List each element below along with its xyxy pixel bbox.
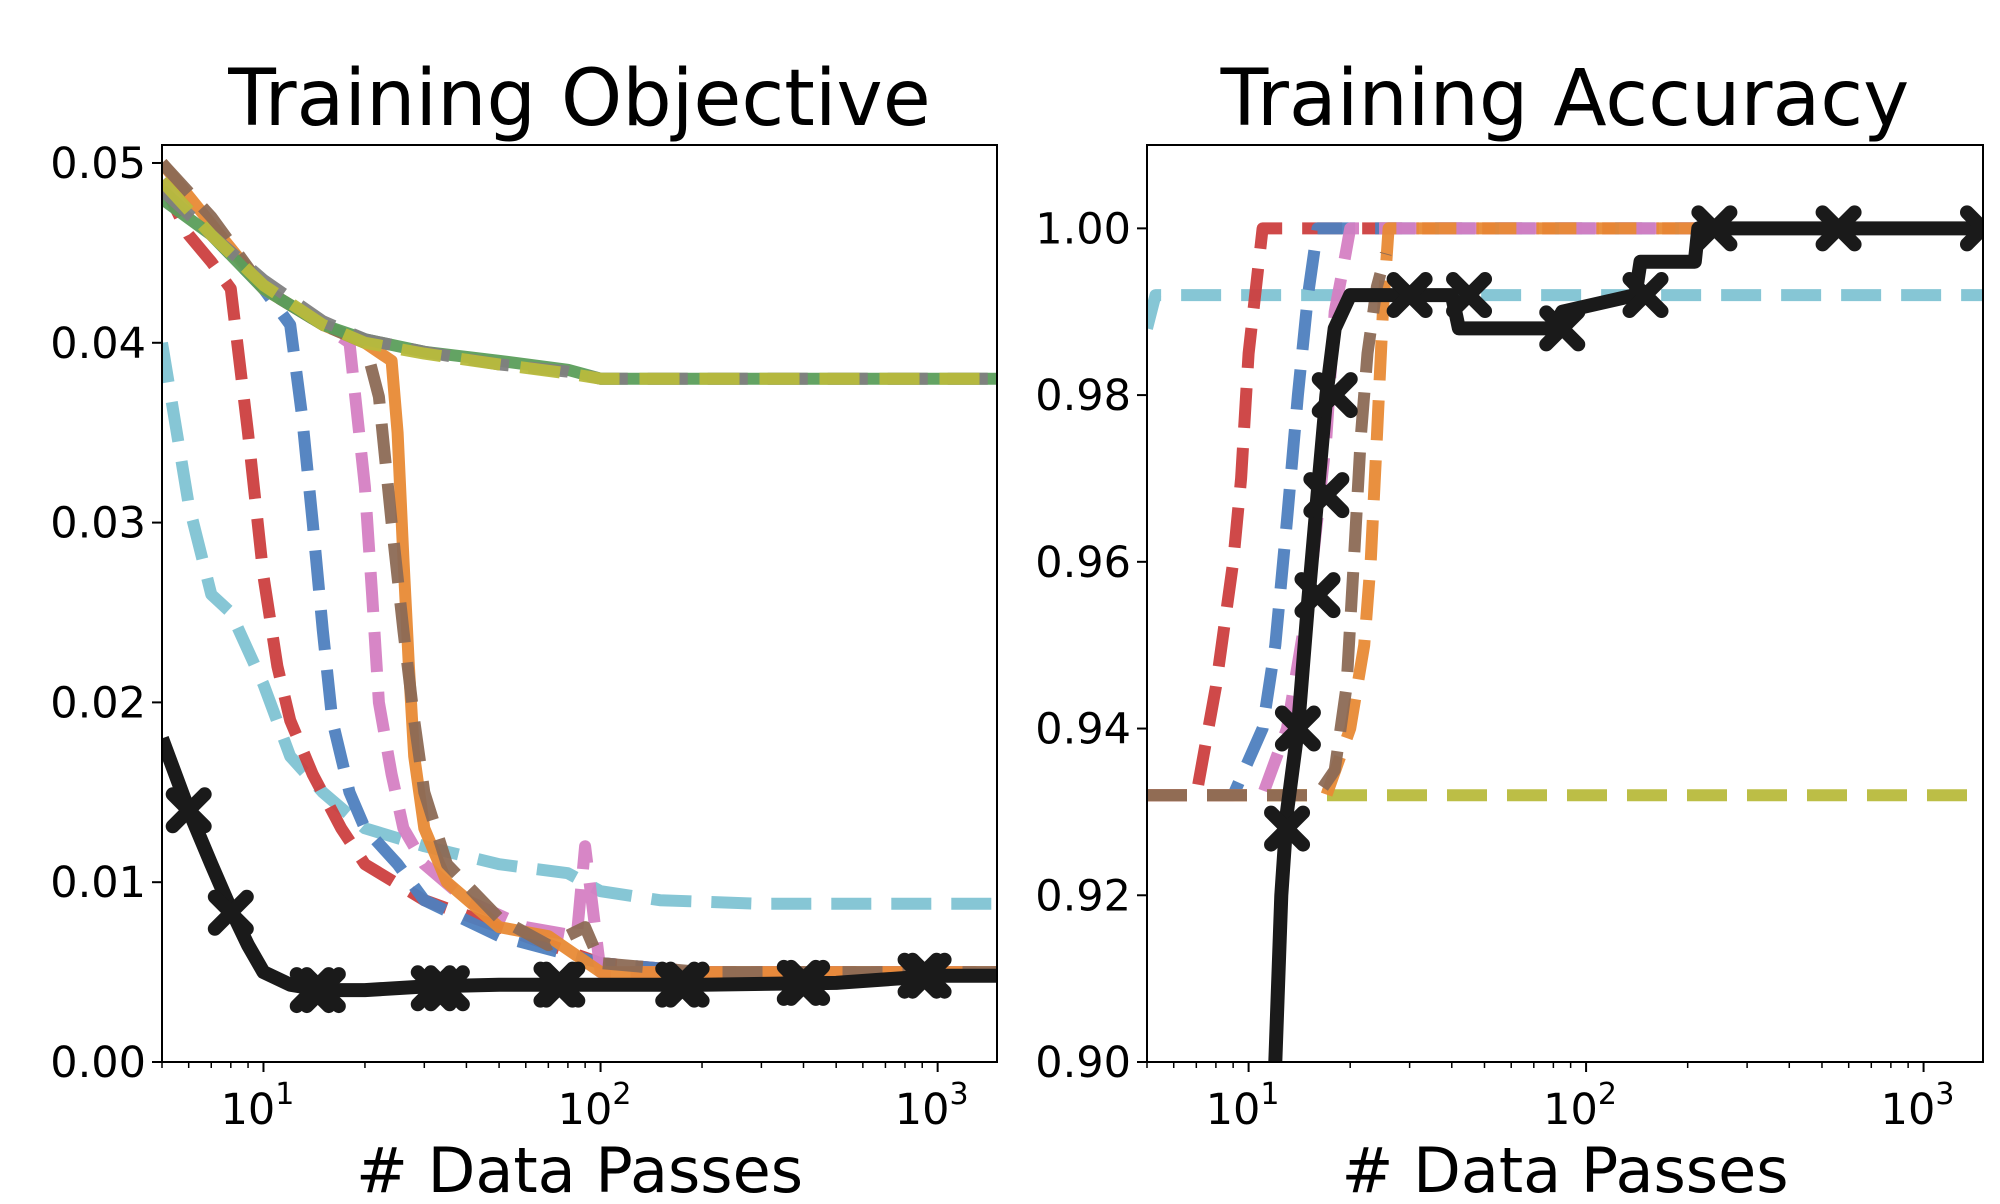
- accuracy-y-axis: 0.90 0.92 0.94 0.96 0.98 1.00: [1035, 204, 1147, 1088]
- objective-series-line-6: [162, 194, 997, 385]
- objective-x-label: # Data Passes: [356, 1134, 803, 1200]
- objective-x-marker: [663, 961, 710, 1008]
- objective-series-line-7: [162, 185, 997, 385]
- objective-y-tick-label: 0.04: [50, 319, 146, 369]
- objective-x-marker: [905, 952, 952, 999]
- objective-x-tick-label: 101: [221, 1077, 295, 1135]
- accuracy-x-axis: 101 102 103: [1146, 1062, 1955, 1135]
- accuracy-y-tick-label: 1.00: [1035, 204, 1131, 254]
- accuracy-x-marker: [1303, 472, 1350, 519]
- objective-x-tick-base: 10: [221, 1085, 276, 1135]
- objective-x-marker: [289, 967, 336, 1014]
- accuracy-x-tick-label: 101: [1206, 1077, 1280, 1135]
- objective-y-tick-label: 0.05: [50, 139, 146, 189]
- objective-panel: Training Objective 0.000.010.020.030.040…: [50, 54, 998, 1204]
- objective-series-line-9: [162, 735, 997, 998]
- objective-y-tick-label: 0.03: [50, 499, 146, 549]
- accuracy-x-marker: [1539, 305, 1586, 352]
- accuracy-x-marker: [1386, 272, 1433, 319]
- accuracy-x-tick-label: 103: [1881, 1077, 1955, 1135]
- objective-x-tick-exponent: 1: [275, 1077, 294, 1112]
- accuracy-x-marker: [1274, 705, 1321, 752]
- objective-series-line-3: [162, 176, 997, 979]
- accuracy-x-tick-exponent: 3: [1935, 1077, 1954, 1112]
- accuracy-y-tick-label: 0.90: [1035, 1038, 1131, 1088]
- objective-x-marker: [299, 967, 346, 1014]
- accuracy-series-line-6: [1147, 251, 1392, 802]
- objective-x-tick-label: 103: [895, 1077, 969, 1135]
- objective-series-line-8: [162, 176, 997, 385]
- accuracy-x-marker: [1815, 205, 1862, 252]
- objective-x-tick-base: 10: [895, 1085, 950, 1135]
- objective-markers-group: [165, 787, 952, 1014]
- objective-x-marker: [165, 787, 212, 834]
- accuracy-x-marker: [1311, 372, 1358, 419]
- objective-x-tick-exponent: 3: [949, 1077, 968, 1112]
- accuracy-y-tick-label: 0.94: [1035, 705, 1131, 755]
- accuracy-y-tick-label: 0.92: [1035, 871, 1131, 921]
- accuracy-x-tick-base: 10: [1206, 1085, 1261, 1135]
- accuracy-series-group: [1147, 221, 1983, 1062]
- objective-x-marker: [539, 961, 586, 1008]
- accuracy-x-tick-base: 10: [1543, 1085, 1598, 1135]
- accuracy-markers-group: [1264, 205, 1983, 852]
- objective-plot-frame: [161, 144, 998, 1063]
- accuracy-x-label: # Data Passes: [1341, 1134, 1788, 1200]
- accuracy-x-marker: [1264, 805, 1311, 852]
- accuracy-plot-frame: [1146, 144, 1984, 1063]
- accuracy-x-marker: [1960, 205, 1983, 252]
- objective-y-tick-label: 0.02: [50, 678, 146, 728]
- objective-y-tick-label: 0.00: [50, 1038, 146, 1088]
- accuracy-series-line-3: [1147, 222, 1983, 802]
- accuracy-x-marker: [1446, 272, 1493, 319]
- objective-x-marker: [207, 889, 254, 936]
- accuracy-x-tick-base: 10: [1881, 1085, 1936, 1135]
- accuracy-x-marker: [1691, 205, 1738, 252]
- objective-x-marker: [423, 965, 470, 1012]
- objective-y-axis: 0.00 0.01 0.02 0.03 0.04 0.05: [50, 139, 162, 1088]
- accuracy-x-marker: [1622, 272, 1669, 319]
- objective-x-tick-base: 10: [558, 1085, 613, 1135]
- accuracy-series-line-2: [1147, 222, 1983, 802]
- objective-x-marker: [784, 959, 831, 1006]
- objective-x-axis: 101 102 103: [161, 1062, 969, 1135]
- objective-series-line-0: [162, 341, 997, 910]
- objective-y-tick-label: 0.01: [50, 858, 146, 908]
- accuracy-x-tick-label: 102: [1543, 1077, 1617, 1135]
- objective-x-tick-label: 102: [558, 1077, 632, 1135]
- accuracy-y-tick-label: 0.96: [1035, 538, 1131, 588]
- accuracy-panel: Training Accuracy 0.90 0.92 0.94 0.96 0.98 1.…: [1035, 54, 1984, 1204]
- accuracy-x-tick-exponent: 1: [1260, 1077, 1279, 1112]
- accuracy-series-line-0: [1147, 289, 1983, 330]
- objective-x-tick-exponent: 2: [612, 1077, 631, 1112]
- accuracy-x-tick-exponent: 2: [1598, 1077, 1617, 1112]
- accuracy-x-marker: [1294, 572, 1341, 619]
- accuracy-y-tick-label: 0.98: [1035, 371, 1131, 421]
- accuracy-title: Training Accuracy: [1220, 54, 1910, 144]
- objective-title: Training Objective: [227, 54, 930, 144]
- objective-series-group: [162, 158, 997, 998]
